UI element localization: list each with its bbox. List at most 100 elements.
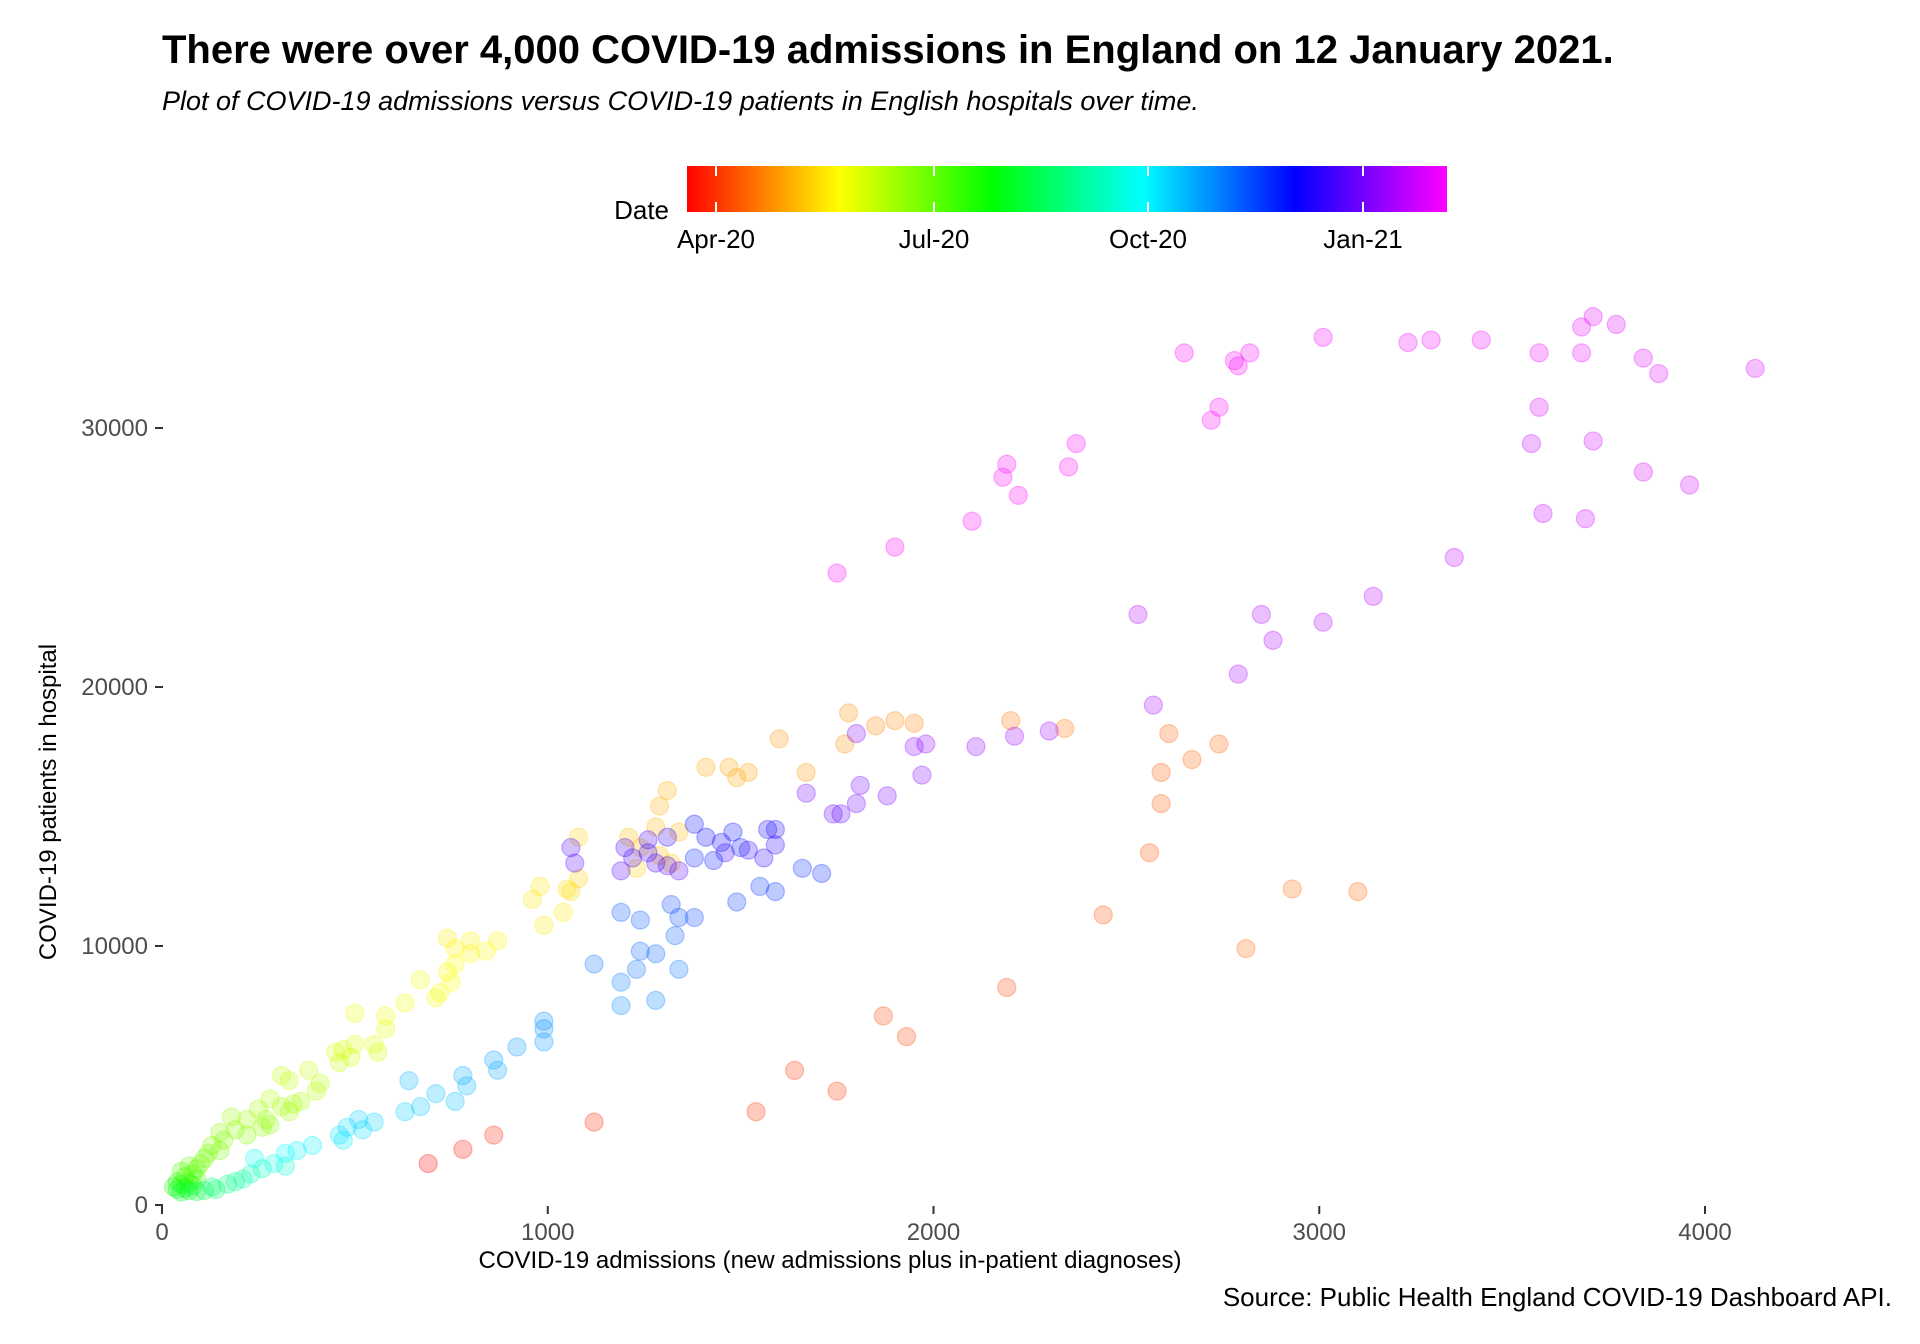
data-point [1209, 734, 1229, 754]
data-point [1004, 726, 1025, 746]
data-point [337, 1117, 357, 1137]
data-point [1159, 724, 1179, 744]
data-point [812, 863, 832, 884]
data-point [167, 1179, 188, 1200]
data-point [175, 1178, 195, 1198]
data-point [1421, 330, 1441, 350]
data-point [584, 954, 604, 974]
data-point [1039, 721, 1059, 741]
data-point [283, 1094, 303, 1114]
data-point [179, 1173, 199, 1193]
data-point [237, 1125, 257, 1145]
data-point [723, 822, 743, 842]
data-point [426, 988, 446, 1008]
data-point [623, 848, 643, 868]
data-point [646, 990, 666, 1010]
data-point [839, 703, 859, 723]
data-point [1066, 433, 1086, 454]
data-point [445, 938, 465, 959]
data-point [333, 1039, 353, 1060]
data-point [225, 1172, 245, 1192]
data-point [1058, 457, 1079, 477]
data-point [329, 1125, 350, 1145]
data-point [333, 1130, 353, 1150]
data-point [1128, 604, 1148, 625]
data-point [611, 995, 631, 1016]
data-point [279, 1102, 299, 1122]
data-point [225, 1120, 245, 1140]
data-point [615, 837, 635, 858]
x-axis-title: COVID-19 admissions (new admissions plus… [479, 1247, 1182, 1274]
data-point [399, 1071, 419, 1091]
data-point [569, 869, 589, 889]
data-point [325, 1042, 346, 1062]
data-point [1444, 547, 1464, 568]
data-point [630, 910, 650, 930]
data-point [769, 729, 789, 749]
data-point [731, 837, 751, 858]
legend-tick-label: Jul-20 [899, 224, 970, 254]
color-legend: Date Apr-20 Jul-20 Oct-20 Jan-21 [614, 166, 1447, 254]
data-point [167, 1172, 188, 1192]
x-tick-label: 4000 [1678, 1219, 1731, 1246]
data-point [179, 1156, 199, 1176]
data-point [453, 1065, 473, 1086]
data-point [364, 1034, 384, 1055]
legend-tick-label: Jan-21 [1323, 224, 1403, 254]
data-point [1093, 905, 1113, 925]
data-point [418, 1153, 438, 1174]
data-point [190, 1153, 211, 1174]
data-point [997, 454, 1017, 474]
data-point [1606, 314, 1626, 334]
data-point [754, 848, 774, 868]
data-point [1348, 882, 1368, 902]
data-point [962, 511, 982, 531]
data-point [669, 907, 689, 928]
data-point [206, 1179, 226, 1200]
data-point [395, 1102, 415, 1122]
data-point [241, 1164, 261, 1184]
data-point [364, 1112, 384, 1132]
data-point [650, 796, 670, 816]
data-point [657, 856, 677, 876]
data-point [727, 892, 747, 912]
data-point [264, 1153, 284, 1174]
data-point [345, 1003, 365, 1023]
data-point [1263, 630, 1283, 650]
data-point [183, 1164, 203, 1184]
data-point [376, 1019, 396, 1039]
data-point [611, 861, 631, 881]
data-point [534, 1011, 554, 1031]
data-point [711, 832, 731, 853]
data-point [638, 843, 658, 863]
data-point [534, 915, 554, 935]
data-point [738, 762, 758, 783]
data-point [696, 827, 716, 847]
data-point [993, 467, 1013, 487]
data-point [584, 1112, 604, 1132]
data-point [904, 736, 924, 757]
data-point [410, 1096, 431, 1117]
data-point [1533, 503, 1553, 524]
data-point [866, 716, 886, 736]
data-point [715, 843, 735, 863]
data-point [352, 1120, 373, 1140]
data-point [626, 959, 647, 979]
chart-subtitle: Plot of COVID-19 admissions versus COVID… [162, 86, 1199, 116]
data-point [260, 1089, 280, 1109]
data-points [163, 307, 1765, 1202]
data-point [850, 775, 870, 796]
data-point [835, 734, 855, 754]
legend-tick-label: Oct-20 [1109, 224, 1187, 254]
data-point [291, 1091, 311, 1112]
data-point [1471, 330, 1491, 350]
data-point [765, 835, 785, 855]
data-point [214, 1130, 234, 1150]
data-point [1001, 711, 1021, 731]
data-point [179, 1181, 199, 1201]
y-tick-label: 20000 [81, 674, 148, 701]
data-point [244, 1148, 265, 1168]
data-point [846, 724, 866, 744]
data-point [758, 819, 778, 840]
data-point [650, 845, 670, 865]
